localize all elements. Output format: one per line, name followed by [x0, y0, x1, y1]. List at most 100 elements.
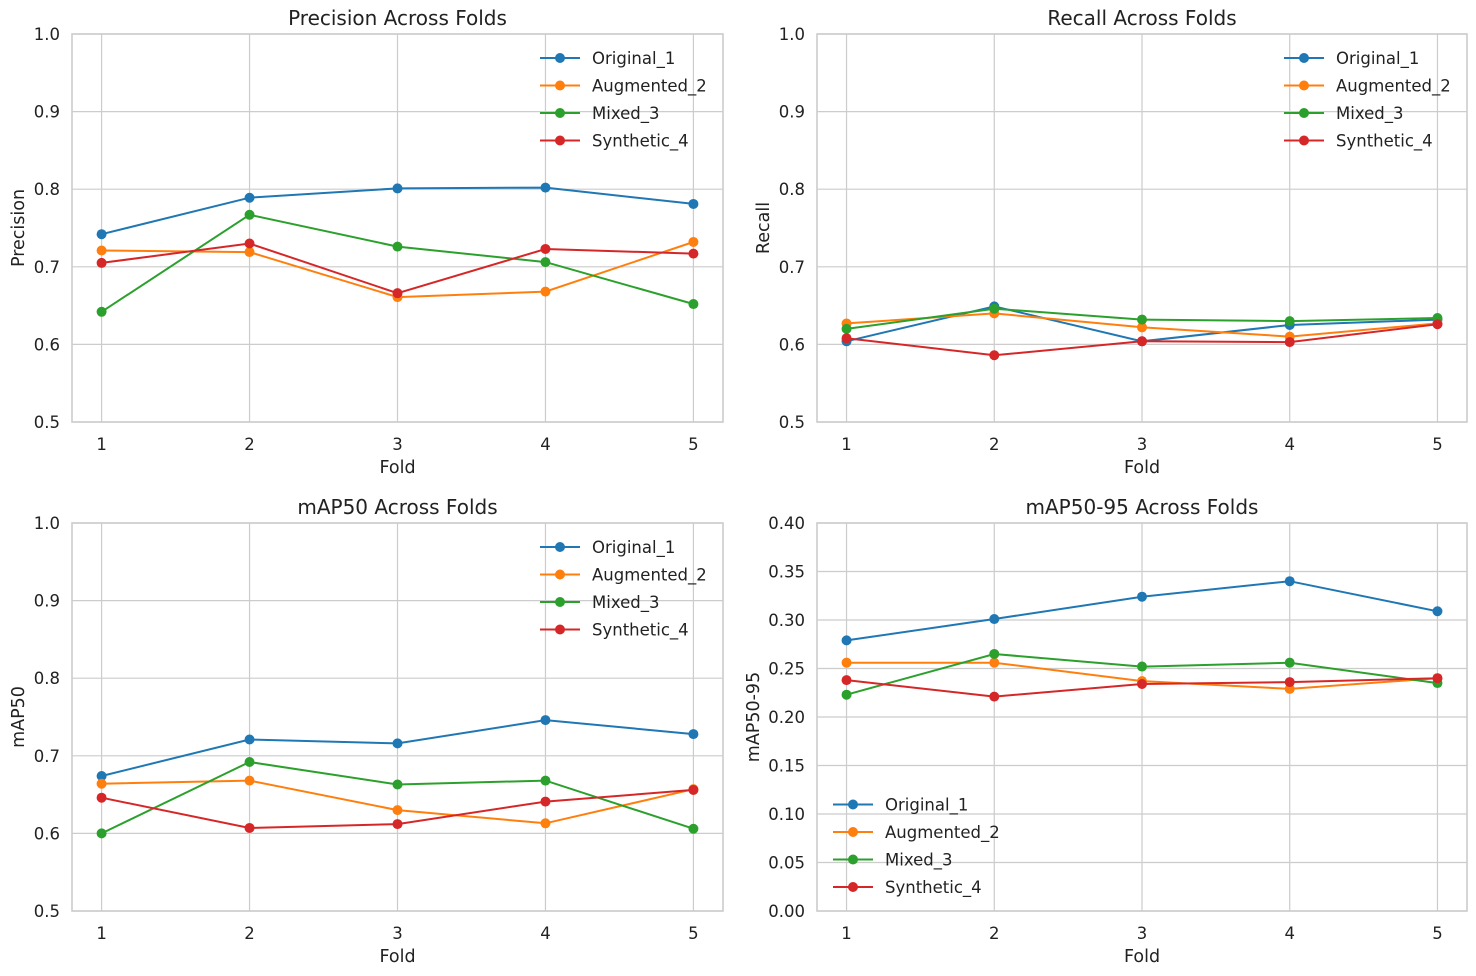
- data-point: [244, 238, 255, 249]
- legend-marker: [1299, 108, 1309, 118]
- x-tick-label: 3: [1137, 435, 1148, 454]
- chart-title: mAP50 Across Folds: [297, 495, 497, 519]
- x-tick-label: 1: [96, 435, 107, 454]
- data-point: [1137, 661, 1147, 672]
- legend: Original_1 Augmented_2 Mixed_3 Synthetic_4: [540, 538, 707, 641]
- legend: Original_1 Augmented_2 Mixed_3 Synthetic_4: [1284, 49, 1451, 152]
- x-tick-label: 3: [392, 924, 403, 943]
- data-point: [244, 734, 255, 745]
- legend: Original_1 Augmented_2 Mixed_3 Synthetic_4: [540, 49, 707, 152]
- legend-label: Mixed_3: [592, 593, 659, 613]
- chart-title: mAP50-95 Across Folds: [1026, 495, 1259, 519]
- y-tick-label: 1.0: [34, 25, 60, 44]
- data-point: [989, 303, 1000, 314]
- legend-label: Original_1: [885, 796, 968, 816]
- y-tick-label: 0.25: [768, 660, 805, 679]
- y-tick-label: 0.7: [34, 258, 60, 277]
- legend-label: Synthetic_4: [592, 132, 689, 152]
- data-point: [989, 657, 1000, 668]
- x-axis-label: Fold: [379, 947, 415, 967]
- y-tick-label: 0.7: [34, 747, 60, 766]
- data-point: [688, 784, 699, 795]
- x-tick-label: 2: [989, 924, 1000, 943]
- legend-marker: [1299, 135, 1309, 146]
- data-point: [96, 828, 107, 839]
- y-tick-label: 0.8: [34, 669, 60, 688]
- x-tick-label: 2: [244, 435, 255, 454]
- legend-marker: [555, 135, 565, 146]
- data-point: [392, 183, 403, 194]
- subplot-1: 0.5 0.6 0.7 0.8 0.9 1.0 1 2 3 4 5 Precision Across …: [9, 6, 724, 478]
- legend-label: Original_1: [1336, 49, 1419, 69]
- data-point: [392, 819, 403, 830]
- data-point: [688, 198, 699, 209]
- x-tick-label: 5: [688, 924, 699, 943]
- data-point: [1432, 319, 1443, 330]
- data-point: [1137, 314, 1147, 325]
- chart-title: Recall Across Folds: [1047, 6, 1236, 30]
- x-tick-label: 3: [1137, 924, 1148, 943]
- y-tick-label: 0.5: [34, 902, 60, 921]
- data-point: [96, 257, 107, 268]
- y-tick-label: 0.7: [779, 258, 805, 277]
- y-axis-label: Recall: [754, 202, 774, 254]
- data-point: [841, 675, 852, 686]
- x-tick-label: 1: [96, 924, 107, 943]
- plot-frame: [71, 522, 724, 912]
- y-tick-label: 1.0: [34, 514, 60, 533]
- legend: Original_1 Augmented_2 Mixed_3 Synthetic_4: [833, 796, 1000, 898]
- data-point: [1137, 322, 1147, 333]
- legend-marker: [555, 80, 565, 91]
- x-tick-label: 3: [392, 435, 403, 454]
- data-point: [96, 778, 107, 789]
- y-axis-label: Precision: [9, 189, 29, 267]
- data-point: [1284, 337, 1295, 348]
- data-point: [96, 770, 107, 781]
- data-point: [392, 288, 403, 299]
- data-point: [244, 775, 255, 786]
- data-point: [1137, 591, 1147, 602]
- y-tick-label: 0.6: [779, 335, 805, 354]
- data-point: [1432, 606, 1443, 617]
- legend-label: Mixed_3: [592, 104, 659, 124]
- chart-title: Precision Across Folds: [288, 6, 507, 30]
- data-point: [1137, 679, 1147, 690]
- data-point: [540, 286, 551, 297]
- data-point: [540, 715, 551, 726]
- legend-marker: [848, 799, 858, 810]
- x-tick-label: 1: [841, 435, 852, 454]
- data-point: [392, 805, 403, 816]
- data-point: [540, 775, 551, 786]
- data-point: [540, 243, 551, 254]
- y-tick-label: 0.05: [768, 854, 805, 873]
- data-point: [244, 247, 255, 258]
- legend-marker: [555, 108, 565, 118]
- y-tick-label: 0.5: [34, 413, 60, 432]
- data-point: [841, 635, 852, 646]
- x-tick-label: 4: [1284, 924, 1295, 943]
- legend-marker: [555, 569, 565, 580]
- legend-label: Synthetic_4: [1336, 132, 1433, 152]
- data-point: [841, 333, 852, 344]
- legend-label: Mixed_3: [885, 851, 952, 871]
- data-point: [96, 245, 107, 256]
- data-point: [540, 182, 551, 193]
- legend-marker: [555, 624, 565, 635]
- data-point: [1284, 657, 1295, 668]
- y-tick-label: 0.9: [34, 103, 60, 122]
- legend-label: Augmented_2: [885, 823, 1000, 843]
- x-tick-label: 5: [1432, 924, 1443, 943]
- x-tick-label: 1: [841, 924, 852, 943]
- y-tick-label: 0.30: [768, 611, 805, 630]
- data-point: [392, 779, 403, 790]
- legend-marker: [1299, 53, 1309, 63]
- y-tick-label: 0.35: [768, 563, 805, 582]
- subplot-2: 0.5 0.6 0.7 0.8 0.9 1.0 1 2 3 4 5 Recall Across Fol…: [754, 6, 1468, 478]
- data-point: [96, 792, 107, 803]
- y-tick-label: 0.6: [34, 824, 60, 843]
- data-point: [1432, 673, 1443, 684]
- y-tick-label: 0.15: [768, 757, 805, 776]
- legend-label: Mixed_3: [1336, 104, 1403, 124]
- y-tick-label: 0.8: [779, 180, 805, 199]
